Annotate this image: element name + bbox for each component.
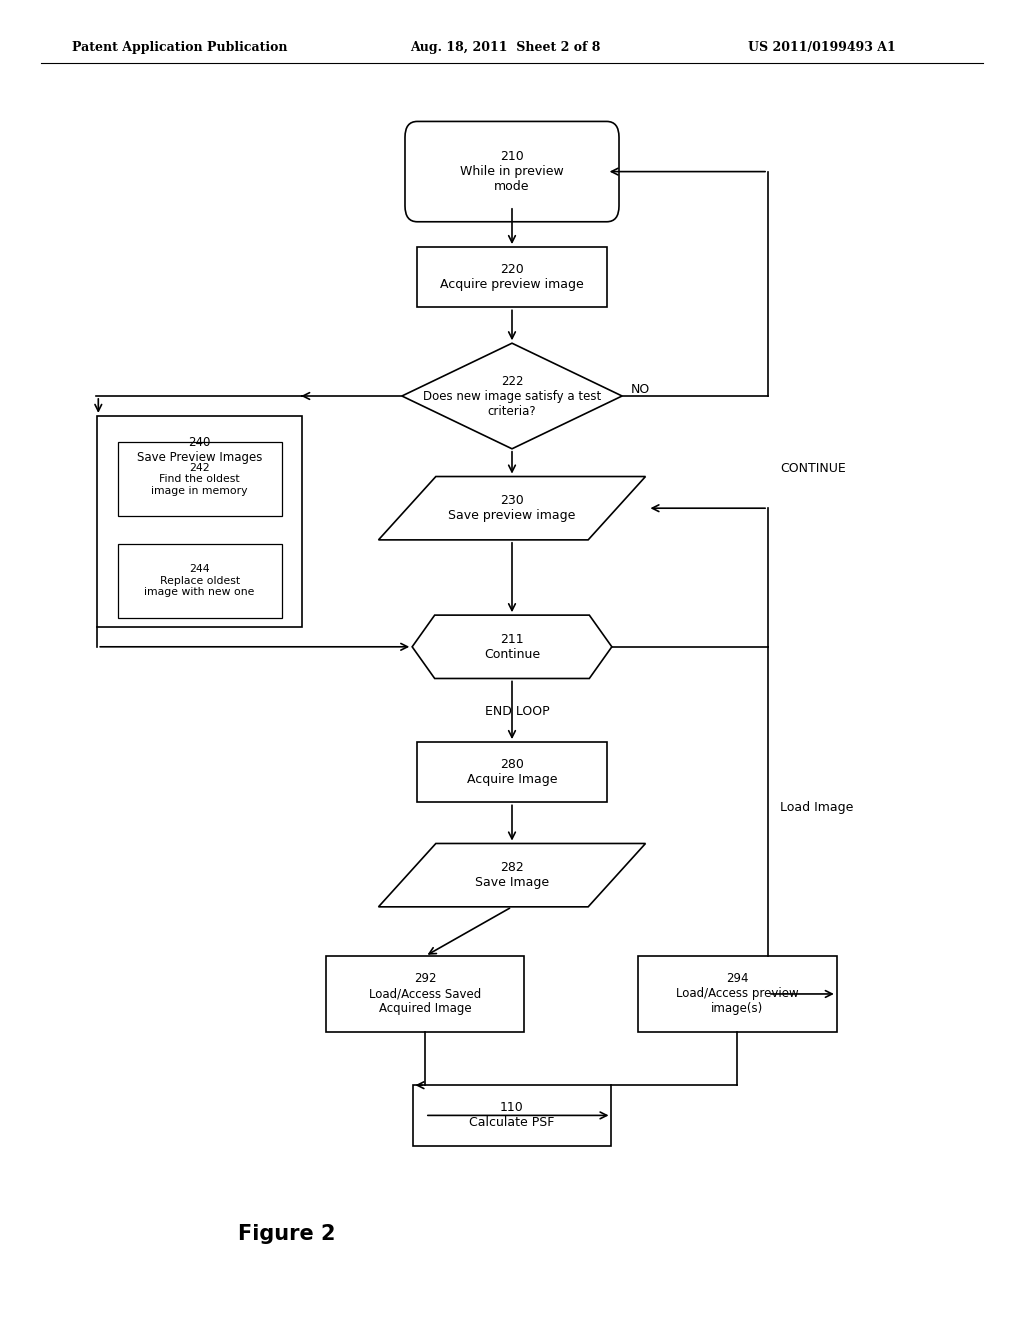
FancyBboxPatch shape bbox=[638, 956, 837, 1032]
Text: 210
While in preview
mode: 210 While in preview mode bbox=[460, 150, 564, 193]
Text: END LOOP: END LOOP bbox=[484, 705, 550, 718]
Text: 240
Save Preview Images: 240 Save Preview Images bbox=[137, 436, 262, 463]
Text: CONTINUE: CONTINUE bbox=[780, 462, 846, 475]
Polygon shape bbox=[401, 343, 623, 449]
Text: 220
Acquire preview image: 220 Acquire preview image bbox=[440, 263, 584, 292]
Text: 282
Save Image: 282 Save Image bbox=[475, 861, 549, 890]
FancyBboxPatch shape bbox=[418, 742, 606, 803]
Text: 242
Find the oldest
image in memory: 242 Find the oldest image in memory bbox=[152, 462, 248, 496]
FancyBboxPatch shape bbox=[118, 544, 282, 618]
Text: 280
Acquire Image: 280 Acquire Image bbox=[467, 758, 557, 787]
Text: 292
Load/Access Saved
Acquired Image: 292 Load/Access Saved Acquired Image bbox=[369, 973, 481, 1015]
Text: 211
Continue: 211 Continue bbox=[484, 632, 540, 661]
Text: Aug. 18, 2011  Sheet 2 of 8: Aug. 18, 2011 Sheet 2 of 8 bbox=[410, 41, 600, 54]
FancyBboxPatch shape bbox=[413, 1085, 611, 1146]
FancyBboxPatch shape bbox=[418, 247, 606, 308]
FancyBboxPatch shape bbox=[326, 956, 524, 1032]
Polygon shape bbox=[412, 615, 612, 678]
Text: 230
Save preview image: 230 Save preview image bbox=[449, 494, 575, 523]
Text: 294
Load/Access preview
image(s): 294 Load/Access preview image(s) bbox=[676, 973, 799, 1015]
Text: NO: NO bbox=[631, 383, 649, 396]
Polygon shape bbox=[379, 477, 645, 540]
Text: 110
Calculate PSF: 110 Calculate PSF bbox=[469, 1101, 555, 1130]
FancyBboxPatch shape bbox=[97, 416, 302, 627]
Text: Load Image: Load Image bbox=[780, 801, 854, 813]
FancyBboxPatch shape bbox=[404, 121, 618, 222]
Text: 244
Replace oldest
image with new one: 244 Replace oldest image with new one bbox=[144, 564, 255, 598]
Text: 222
Does new image satisfy a test
criteria?: 222 Does new image satisfy a test criter… bbox=[423, 375, 601, 417]
Text: Patent Application Publication: Patent Application Publication bbox=[72, 41, 287, 54]
Text: Figure 2: Figure 2 bbox=[238, 1224, 336, 1245]
Text: US 2011/0199493 A1: US 2011/0199493 A1 bbox=[748, 41, 895, 54]
Polygon shape bbox=[379, 843, 645, 907]
FancyBboxPatch shape bbox=[118, 442, 282, 516]
